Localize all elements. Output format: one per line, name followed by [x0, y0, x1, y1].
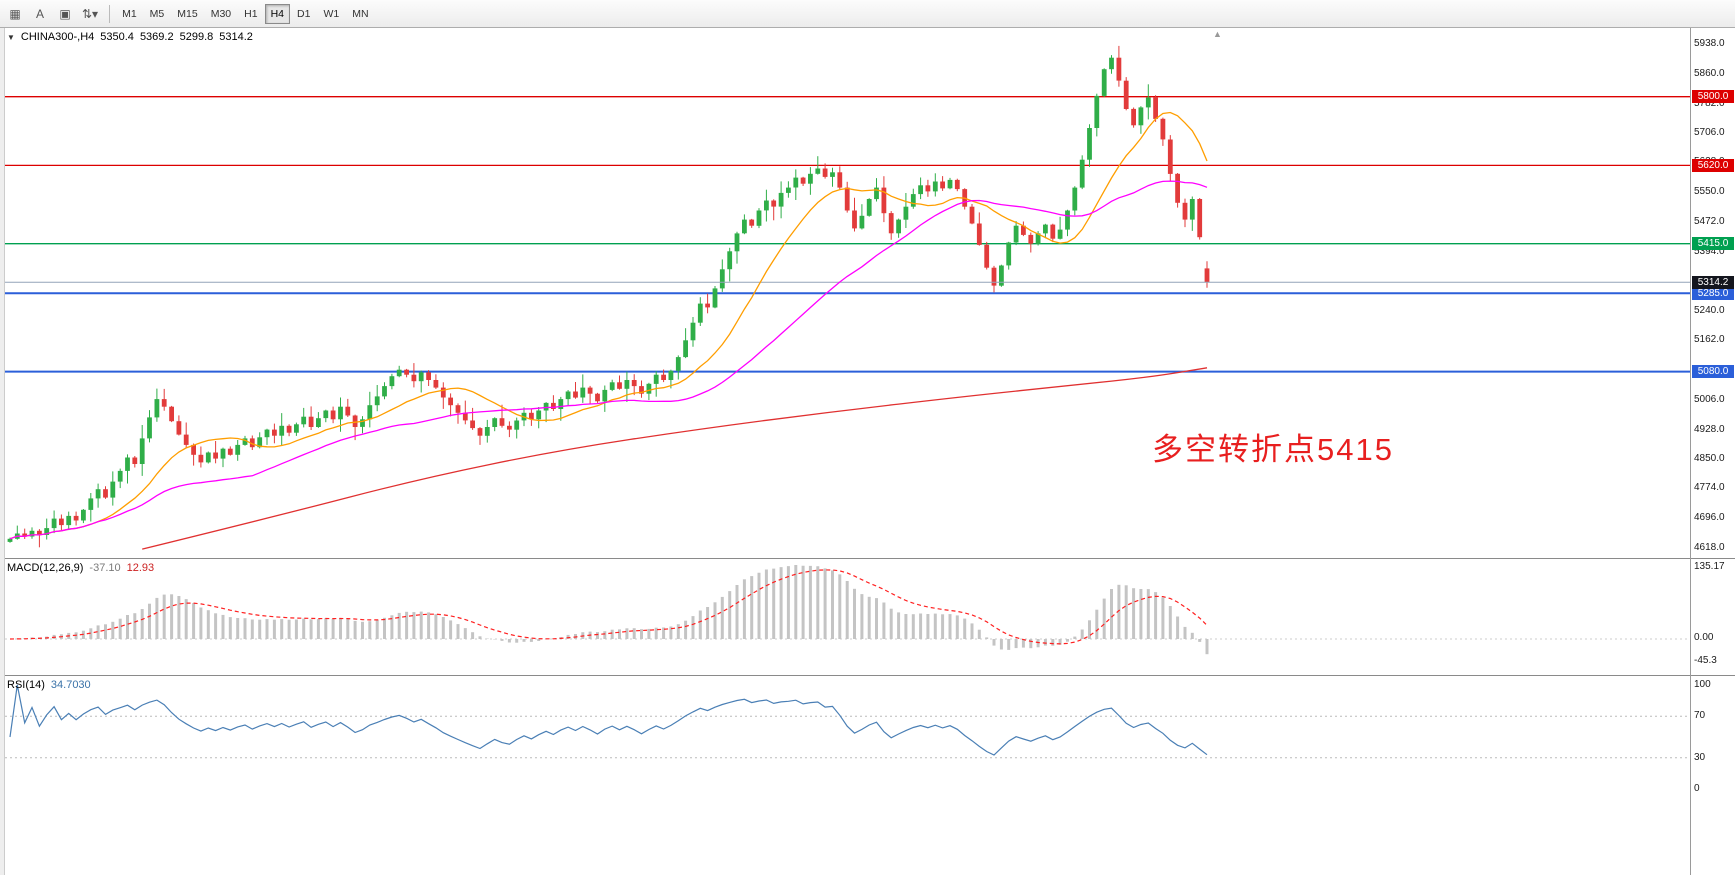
open-value: 5350.4	[100, 31, 134, 43]
scale-dropdown-button[interactable]: ⇅▾	[82, 6, 99, 21]
rsi-value: 34.7030	[50, 679, 91, 691]
timeframe-m5-button[interactable]: M5	[149, 7, 165, 20]
rsi-axis-tick: 100	[1694, 679, 1711, 690]
macd-axis-tick: 0.00	[1694, 632, 1714, 643]
rsi-header: RSI(14) 34.7030	[7, 679, 91, 691]
timeframe-m15-button[interactable]: M15	[177, 7, 198, 20]
price-axis[interactable]: 5938.05860.05782.05706.05628.05550.05472…	[1690, 28, 1735, 558]
axis-separator-line	[1690, 28, 1691, 875]
timeframe-h4-button[interactable]: H4	[264, 3, 291, 24]
rsi-panel: RSI(14) 34.7030 100 70 30 0	[0, 675, 1735, 875]
windows-grid-button[interactable]: ▦	[9, 6, 21, 21]
main-chart-canvas[interactable]	[0, 28, 1690, 558]
object-list-button[interactable]: ▣	[59, 6, 71, 21]
level-price-badge: 5620.0	[1692, 159, 1734, 172]
timeframe-m1-button[interactable]: M1	[122, 7, 137, 20]
price-tick: 4618.0	[1694, 542, 1725, 553]
timeframe-mn-button[interactable]: MN	[352, 7, 369, 20]
chart-shift-marker-icon[interactable]: ▲	[1213, 29, 1222, 39]
timeframe-m30-button[interactable]: M30	[210, 7, 232, 20]
toolbar-separator	[109, 4, 111, 23]
rsi-canvas[interactable]	[0, 676, 1690, 875]
macd-header: MACD(12,26,9) -37.10 12.93	[7, 562, 154, 574]
toolbar: ▦ A ▣ ⇅▾ M1 M5 M15 M30 H1 H4 D1 W1 MN	[0, 0, 1735, 28]
price-tick: 4774.0	[1694, 482, 1725, 493]
macd-value: -37.10	[89, 562, 121, 574]
window-edge	[0, 28, 5, 875]
price-tick: 5706.0	[1694, 127, 1725, 138]
close-value: 5314.2	[219, 31, 253, 43]
low-value: 5299.8	[179, 31, 214, 43]
level-price-badge: 5800.0	[1692, 90, 1734, 103]
price-tick: 5550.0	[1694, 186, 1725, 197]
price-tick: 5472.0	[1694, 216, 1725, 227]
rsi-axis-tick: 30	[1694, 752, 1706, 763]
price-tick: 5006.0	[1694, 394, 1725, 405]
price-tick: 5240.0	[1694, 305, 1725, 316]
price-tick: 5394.0	[1694, 246, 1725, 257]
macd-canvas[interactable]	[0, 559, 1690, 675]
rsi-axis-tick: 70	[1694, 710, 1706, 721]
level-price-badge: 5080.0	[1692, 365, 1734, 378]
current-price-badge: 5314.2	[1692, 276, 1734, 289]
timeframe-h1-button[interactable]: H1	[244, 7, 258, 20]
annotate-text-button[interactable]: A	[35, 6, 44, 21]
macd-axis-tick: -45.3	[1694, 655, 1717, 666]
collapse-caret-icon[interactable]: ▼	[7, 32, 15, 42]
price-tick: 4928.0	[1694, 424, 1725, 435]
macd-signal-value: 12.93	[126, 562, 155, 574]
level-price-badge: 5415.0	[1692, 237, 1734, 250]
macd-label: MACD(12,26,9)	[7, 562, 84, 574]
chart-ohlc-header: ▼ CHINA300-,H4 5350.4 5369.2 5299.8 5314…	[7, 31, 253, 43]
timeframe-button-group: M1 M5 M15 M30 H1 H4 D1 W1 MN	[116, 3, 375, 24]
price-tick: 5860.0	[1694, 68, 1725, 79]
rsi-axis-tick: 0	[1694, 783, 1700, 794]
high-value: 5369.2	[139, 31, 174, 43]
timeframe-w1-button[interactable]: W1	[323, 7, 340, 20]
price-tick: 4696.0	[1694, 512, 1725, 523]
rsi-label: RSI(14)	[7, 679, 45, 691]
price-tick: 5938.0	[1694, 38, 1725, 49]
level-price-badge: 5285.0	[1692, 287, 1734, 300]
price-tick: 5162.0	[1694, 334, 1725, 345]
toolbar-icon-group: ▦ A ▣ ⇅▾	[3, 3, 103, 25]
price-tick: 4850.0	[1694, 453, 1725, 464]
timeframe-d1-button[interactable]: D1	[297, 7, 311, 20]
price-tick: 5782.0	[1694, 98, 1725, 109]
chart-annotation-text[interactable]: 多空转折点5415	[1152, 432, 1394, 467]
macd-axis[interactable]: 135.17 0.00 -45.3	[1690, 559, 1735, 675]
symbol-period-label: CHINA300-,H4	[20, 31, 95, 43]
macd-panel: MACD(12,26,9) -37.10 12.93 135.17 0.00 -45…	[0, 558, 1735, 675]
rsi-axis[interactable]: 100 70 30 0	[1690, 676, 1735, 875]
macd-axis-tick: 135.17	[1694, 561, 1725, 572]
main-chart-panel: ▼ CHINA300-,H4 5350.4 5369.2 5299.8 5314…	[0, 28, 1735, 558]
